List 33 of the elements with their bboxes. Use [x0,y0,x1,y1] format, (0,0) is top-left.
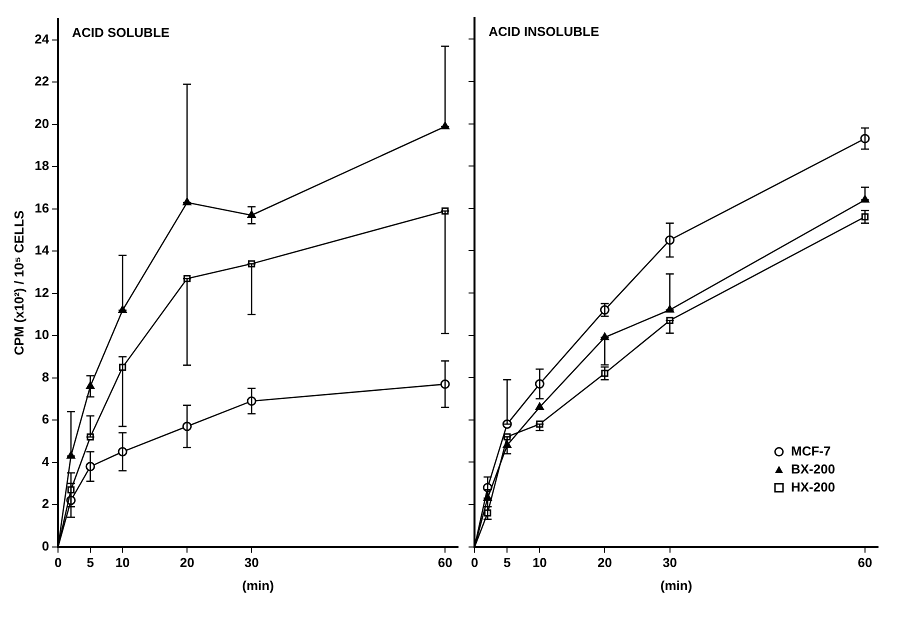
y-tick-label: 2 [42,496,50,512]
x-axis-title: (min) [242,578,274,593]
x-tick-label: 20 [180,555,194,570]
y-tick-label: 10 [34,327,50,342]
x-tick-label: 30 [244,555,259,570]
legend-label: BX-200 [791,461,836,476]
y-tick-label: 0 [42,538,50,554]
x-tick-label: 60 [858,555,872,570]
x-tick-label: 10 [115,555,130,570]
y-tick-label: 24 [34,32,50,46]
x-tick-label: 20 [598,555,612,570]
legend-label: HX-200 [791,479,836,494]
text: ACID SOLUBLE [72,24,170,40]
x-axis-title: (min) [660,578,692,593]
y-axis-title: CPM (x10²) / 10⁵ CELLS [11,210,26,356]
y-tick-label: 12 [34,284,50,300]
y-tick-label: 16 [34,200,50,216]
x-tick-label: 0 [471,555,478,570]
legend-label: MCF-7 [791,443,831,458]
y-tick-label: 22 [34,74,50,89]
x-tick-label: 60 [438,555,452,570]
x-tick-label: 5 [504,555,511,570]
y-tick-label: 8 [42,369,50,384]
y-tick-label: 4 [42,454,50,469]
y-tick-label: 6 [42,412,50,427]
x-tick-label: 0 [54,555,62,570]
x-tick-label: 5 [86,555,94,570]
chart-title: ACID INSOLUBLE [488,24,600,40]
x-tick-label: 30 [662,555,678,570]
y-tick-label: 18 [34,158,50,174]
y-tick-label: 20 [34,116,50,131]
x-tick-label: 10 [532,555,547,570]
y-tick-label: 14 [34,242,50,258]
